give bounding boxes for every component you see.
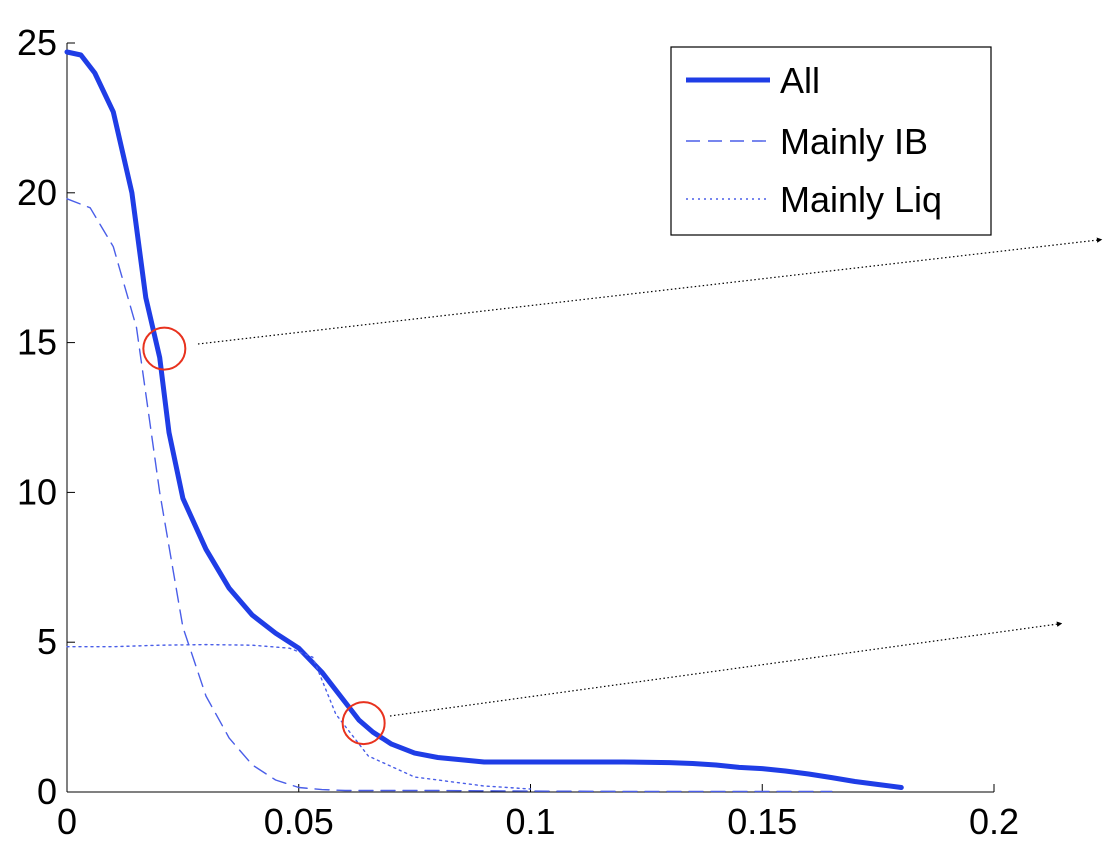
- annotation-arrow-upper: [197, 237, 1103, 345]
- y-tick-label: 0: [37, 771, 57, 812]
- series-line-mainly-ib: [66, 198, 833, 793]
- series-layer: [64, 49, 904, 793]
- highlight-layer: [142, 326, 386, 746]
- y-tick-label: 15: [17, 322, 57, 363]
- highlight-circle: [142, 326, 187, 371]
- annotations: [197, 237, 1103, 717]
- legend: All Mainly IB Mainly Liq: [670, 46, 992, 236]
- x-tick-label: 0.2: [969, 801, 1019, 842]
- y-tick-label: 10: [17, 471, 57, 512]
- annotation-arrow-lower: [389, 621, 1063, 717]
- x-tick-label: 0.05: [264, 801, 334, 842]
- x-tick-label: 0.1: [505, 801, 555, 842]
- y-tick-label: 5: [37, 621, 57, 662]
- legend-label-all: All: [780, 60, 820, 101]
- series-line-mainly-liq: [66, 643, 532, 790]
- y-tick-label: 20: [17, 172, 57, 213]
- legend-label-mainly-ib: Mainly IB: [780, 121, 928, 162]
- highlight-circle: [341, 701, 386, 746]
- x-tick-label: 0.15: [727, 801, 797, 842]
- legend-label-mainly-liq: Mainly Liq: [780, 179, 942, 220]
- x-ticks: 0 0.05 0.1 0.15 0.2: [57, 784, 1019, 842]
- y-tick-label: 25: [17, 22, 57, 63]
- series-line-all: [64, 49, 904, 790]
- y-ticks: 0 5 10 15 20 25: [17, 22, 75, 812]
- x-tick-label: 0: [57, 801, 77, 842]
